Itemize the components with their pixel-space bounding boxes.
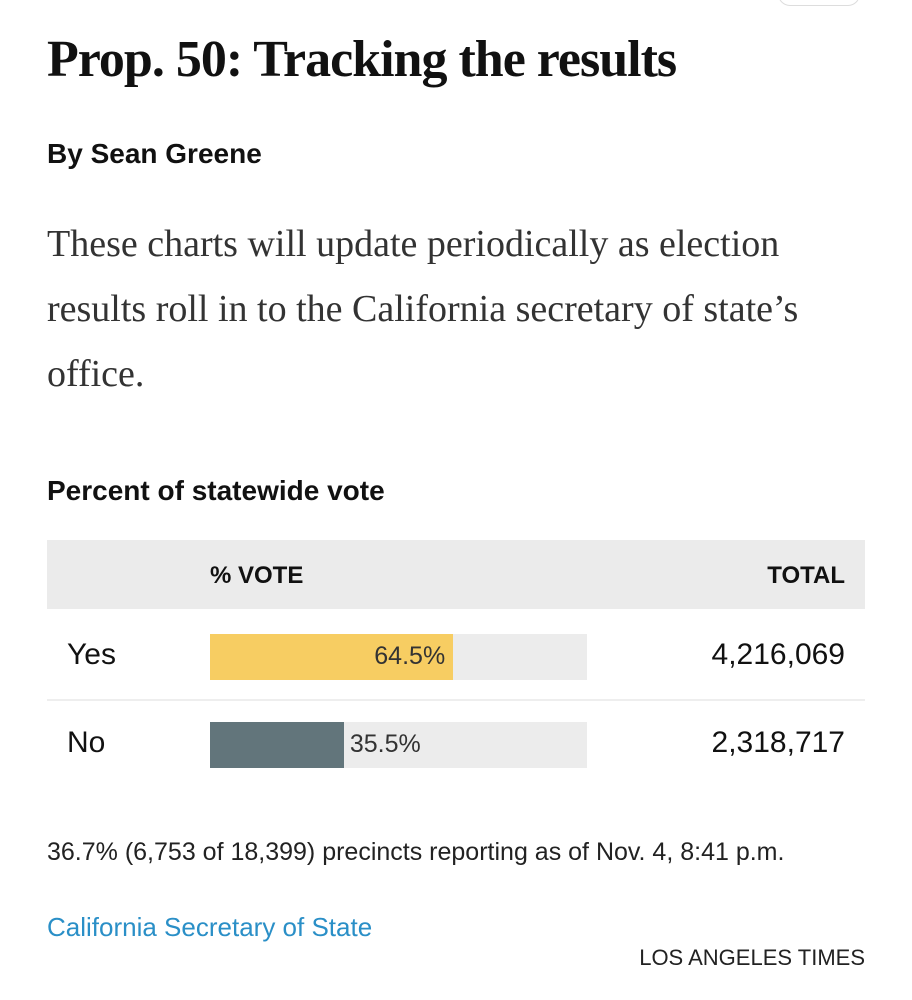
bar-yes <box>210 634 454 680</box>
bar-value-label: 35.5% <box>349 730 421 758</box>
row-label: Yes <box>67 638 116 671</box>
row-divider <box>47 699 865 701</box>
row-total: 2,318,717 <box>711 726 845 759</box>
byline: By Sean Greene <box>47 138 262 169</box>
dek: These charts will update periodically as… <box>47 223 799 395</box>
table-header: % VOTE TOTAL <box>47 540 865 609</box>
column-header-vote: % VOTE <box>210 562 304 589</box>
table-row: Yes 64.5% 4,216,069 <box>47 612 865 700</box>
headline: Prop. 50: Tracking the results <box>47 31 677 88</box>
bar-track: 35.5% <box>210 722 587 768</box>
bar-track: 64.5% <box>210 634 587 680</box>
column-header-total: TOTAL <box>767 562 845 589</box>
bar-no <box>210 722 344 768</box>
row-total: 4,216,069 <box>711 638 845 671</box>
source-link[interactable]: California Secretary of State <box>47 912 373 942</box>
credit: LOS ANGELES TIMES <box>639 945 865 970</box>
chart-title: Percent of statewide vote <box>47 475 385 506</box>
precincts-note: 36.7% (6,753 of 18,399) precincts report… <box>47 838 785 866</box>
row-label: No <box>67 726 106 759</box>
bar-value-label: 64.5% <box>374 642 446 670</box>
table-row: No 35.5% 2,318,717 <box>47 700 865 788</box>
top-pill-button[interactable] <box>778 0 860 6</box>
